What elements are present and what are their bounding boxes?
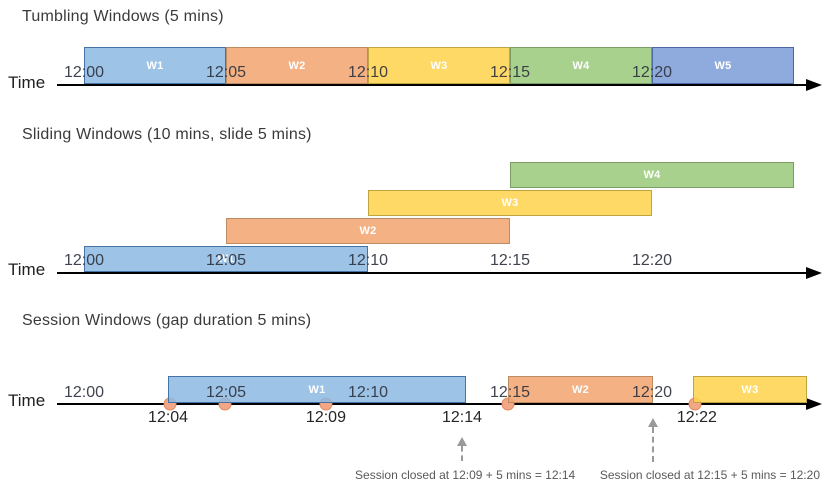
axis-arrowhead-icon xyxy=(806,398,822,410)
axis-tick-label: 12:15 xyxy=(489,64,531,81)
session-close-annotation: Session closed at 12:09 + 5 mins = 12:14 xyxy=(355,468,576,482)
axis-tick-label: 12:05 xyxy=(205,64,247,81)
axis-tick-label: 12:00 xyxy=(63,64,105,81)
time-axis xyxy=(57,403,806,405)
event-time-label: 12:09 xyxy=(305,409,346,426)
window-bar-w3: W3 xyxy=(368,47,510,84)
window-bar-w2: W2 xyxy=(226,218,510,244)
window-bar-w3: W3 xyxy=(692,376,808,403)
window-label: W3 xyxy=(501,197,519,209)
event-time-label: 12:04 xyxy=(148,409,189,426)
event-time-label: 12:22 xyxy=(676,409,717,426)
axis-tick-label: 12:20 xyxy=(631,252,673,269)
axis-tick-label: 12:10 xyxy=(347,252,389,269)
tumbling-section-title: Tumbling Windows (5 mins) xyxy=(22,8,224,25)
event-time-label: 12:14 xyxy=(441,409,483,426)
axis-arrowhead-icon xyxy=(806,79,822,91)
axis-tick-label: 12:00 xyxy=(63,384,105,401)
window-bar-w2: W2 xyxy=(226,47,368,84)
window-bar-w5: W5 xyxy=(652,47,794,84)
arrow-shaft xyxy=(461,446,463,461)
window-bar-w1: W1 xyxy=(84,246,368,272)
axis-tick-label: 12:20 xyxy=(631,384,673,401)
window-label: W3 xyxy=(430,59,448,72)
axis-tick-label: 12:05 xyxy=(205,252,247,269)
time-axis xyxy=(57,272,806,274)
window-label: W1 xyxy=(146,59,164,72)
arrow-shaft xyxy=(652,427,655,462)
window-label: W5 xyxy=(714,59,732,72)
arrow-head-icon xyxy=(457,437,467,446)
window-label: W4 xyxy=(572,59,590,72)
session-close-annotation: Session closed at 12:15 + 5 mins = 12:20 xyxy=(599,468,820,482)
window-bar-w4: W4 xyxy=(510,162,794,188)
window-label: W4 xyxy=(643,169,661,181)
axis-tick-label: 12:15 xyxy=(489,384,531,401)
axis-tick-label: 12:10 xyxy=(347,384,389,401)
window-bar-w4: W4 xyxy=(510,47,652,84)
session-section-title: Session Windows (gap duration 5 mins) xyxy=(22,312,312,329)
window-bar-w2: W2 xyxy=(508,376,654,403)
window-bar-w1: W1 xyxy=(168,376,466,403)
axis-tick-label: 12:10 xyxy=(347,64,389,81)
window-label: W1 xyxy=(308,383,326,396)
arrow-head-icon xyxy=(648,418,659,427)
axis-arrowhead-icon xyxy=(806,267,822,279)
session-close-arrow-icon xyxy=(457,437,467,461)
sliding-section-title: Sliding Windows (10 mins, slide 5 mins) xyxy=(22,126,312,143)
session-close-arrow-icon xyxy=(648,418,659,462)
axis-tick-label: 12:00 xyxy=(63,252,105,269)
axis-tick-label: 12:05 xyxy=(205,384,247,401)
window-label: W3 xyxy=(741,383,759,396)
time-axis xyxy=(57,84,806,86)
time-axis-label: Time xyxy=(8,260,46,279)
window-bar-w1: W1 xyxy=(84,47,226,84)
window-label: W2 xyxy=(288,59,306,72)
time-axis-label: Time xyxy=(8,391,46,410)
axis-tick-label: 12:20 xyxy=(631,64,673,81)
window-label: W1 xyxy=(217,253,235,265)
window-label: W2 xyxy=(572,383,590,396)
time-axis-label: Time xyxy=(8,73,46,92)
window-bar-w3: W3 xyxy=(368,190,652,216)
axis-tick-label: 12:15 xyxy=(489,252,531,269)
window-label: W2 xyxy=(359,225,377,237)
